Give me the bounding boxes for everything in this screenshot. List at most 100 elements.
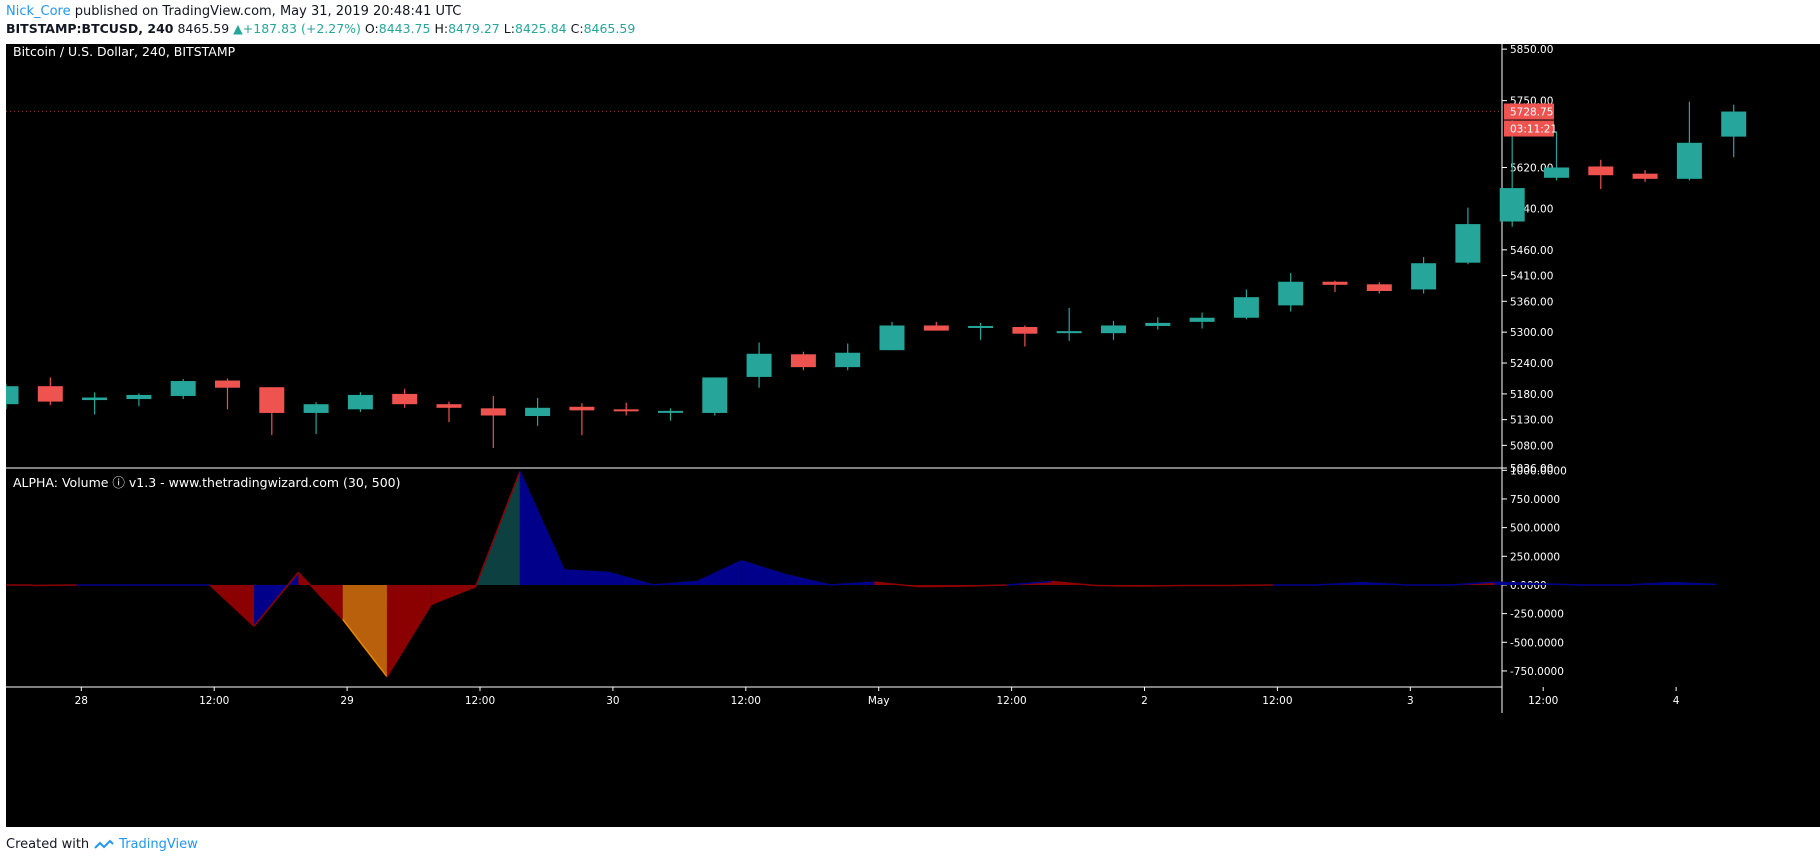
volume-line-segment — [1671, 581, 1717, 586]
volume-line-segment — [1494, 581, 1539, 585]
chart-area[interactable]: 5850.00 5750.00 5620.00 5540.00 5460.00 5410.… — [6, 44, 1820, 827]
created-with-text: Created with — [6, 837, 90, 852]
candle-body — [37, 386, 63, 402]
candle-body — [392, 393, 418, 405]
high-label: H: — [434, 21, 449, 36]
candle — [790, 351, 816, 371]
candle-body — [835, 352, 861, 368]
candle — [1101, 320, 1126, 340]
price-tick-label: 5080.00 — [1510, 440, 1553, 452]
volume-line-segment — [253, 571, 299, 627]
candle-body — [746, 353, 772, 377]
price-tick-label: 5360.00 — [1510, 296, 1553, 308]
candle — [746, 342, 772, 388]
volume-tick-label: 1000.0000 — [1510, 465, 1567, 477]
volume-line-segment — [474, 471, 521, 587]
candle — [569, 403, 595, 436]
candle-body — [1101, 325, 1126, 334]
volume-line-segment — [1627, 581, 1672, 586]
volume-line-segment — [32, 584, 77, 587]
candle-body — [347, 394, 373, 410]
candle — [1588, 159, 1614, 190]
candle-body — [170, 381, 196, 396]
last-price-label: 5728.75 — [1510, 107, 1553, 119]
candle-body — [613, 409, 639, 412]
volume-line-segment — [519, 471, 565, 571]
price-tick-label: 5240.00 — [1510, 358, 1553, 370]
candle — [1721, 104, 1747, 158]
candle — [923, 321, 949, 331]
candle-body — [923, 325, 949, 331]
volume-area-segment — [519, 471, 565, 585]
candle — [82, 392, 108, 415]
candle-body — [1189, 317, 1215, 322]
candle — [6, 383, 19, 410]
time-tick-label: 3 — [1407, 695, 1414, 707]
volume-tick-label: 0.0000 — [1510, 580, 1547, 592]
volume-line-segment — [874, 581, 919, 588]
volume-area-segment — [386, 584, 432, 677]
price-tick-label: 5460.00 — [1510, 245, 1553, 257]
candle-body — [702, 377, 728, 413]
tradingview-logo-icon — [94, 839, 114, 849]
candle — [37, 377, 63, 406]
volume-tick-label: -750.0000 — [1510, 666, 1564, 678]
time-tick-label: 12:00 — [465, 695, 495, 707]
volume-line-segment — [962, 584, 1008, 587]
candle-body — [569, 406, 595, 411]
volume-line-segment — [1538, 583, 1584, 586]
volume-line-segment — [564, 569, 609, 574]
volume-line-segment — [829, 581, 875, 586]
candle — [1411, 257, 1437, 294]
footer: Created with TradingView — [6, 837, 198, 852]
low-label: L: — [503, 21, 515, 36]
up-arrow-icon: ▲ — [233, 21, 243, 36]
candle-body — [303, 404, 329, 413]
candle — [1056, 307, 1082, 341]
volume-line-segment — [386, 604, 432, 678]
time-tick-label: 12:00 — [1528, 695, 1558, 707]
candle-body — [82, 397, 108, 401]
volume-area-segment — [741, 560, 786, 585]
chart-svg[interactable]: 5850.005750.005620.005540.005460.005410.… — [6, 44, 1820, 827]
candle — [613, 402, 639, 416]
volume-line-segment — [209, 584, 255, 627]
candle — [702, 377, 728, 416]
author-link[interactable]: Nick_Core — [6, 4, 71, 19]
candle-body — [1145, 322, 1171, 326]
candle — [392, 388, 418, 408]
volume-line-segment — [431, 585, 476, 606]
candle-body — [879, 325, 905, 351]
open-label: O: — [364, 21, 379, 36]
ohlc-line: BITSTAMP:BTCUSD, 240 8465.59 ▲+187.83 (+… — [6, 21, 635, 36]
price-tick-label: 5180.00 — [1510, 389, 1553, 401]
low-value: 8425.84 — [514, 21, 567, 36]
candle — [170, 378, 196, 400]
volume-line-segment — [1317, 581, 1362, 586]
volume-line-segment — [342, 618, 388, 678]
candle-body — [1322, 281, 1348, 285]
time-tick-label: 29 — [340, 695, 353, 707]
volume-line-segment — [696, 560, 742, 583]
close-value: 8465.59 — [583, 21, 636, 36]
candle — [1632, 170, 1658, 182]
candle-body — [1588, 166, 1614, 176]
candle — [1676, 101, 1702, 181]
time-tick-label: 12:00 — [996, 695, 1026, 707]
candle — [303, 402, 329, 435]
price-tick-label: 5036.00 — [1510, 463, 1553, 475]
change-value: +187.83 (+2.27%) — [242, 21, 361, 36]
volume-line-segment — [297, 571, 344, 620]
open-value: 8443.75 — [378, 21, 431, 36]
candle-body — [480, 408, 506, 416]
candle-body — [1411, 263, 1437, 290]
volume-area-segment — [342, 584, 387, 677]
candle-body — [1455, 224, 1481, 263]
tradingview-link[interactable]: TradingView — [119, 837, 198, 852]
candle — [126, 393, 152, 407]
price-tick-label: 5850.00 — [1510, 44, 1553, 56]
volume-line-segment — [1228, 584, 1273, 587]
time-tick-label: 28 — [75, 695, 88, 707]
candle-body — [1544, 167, 1569, 178]
volume-line-segment — [1361, 581, 1406, 586]
